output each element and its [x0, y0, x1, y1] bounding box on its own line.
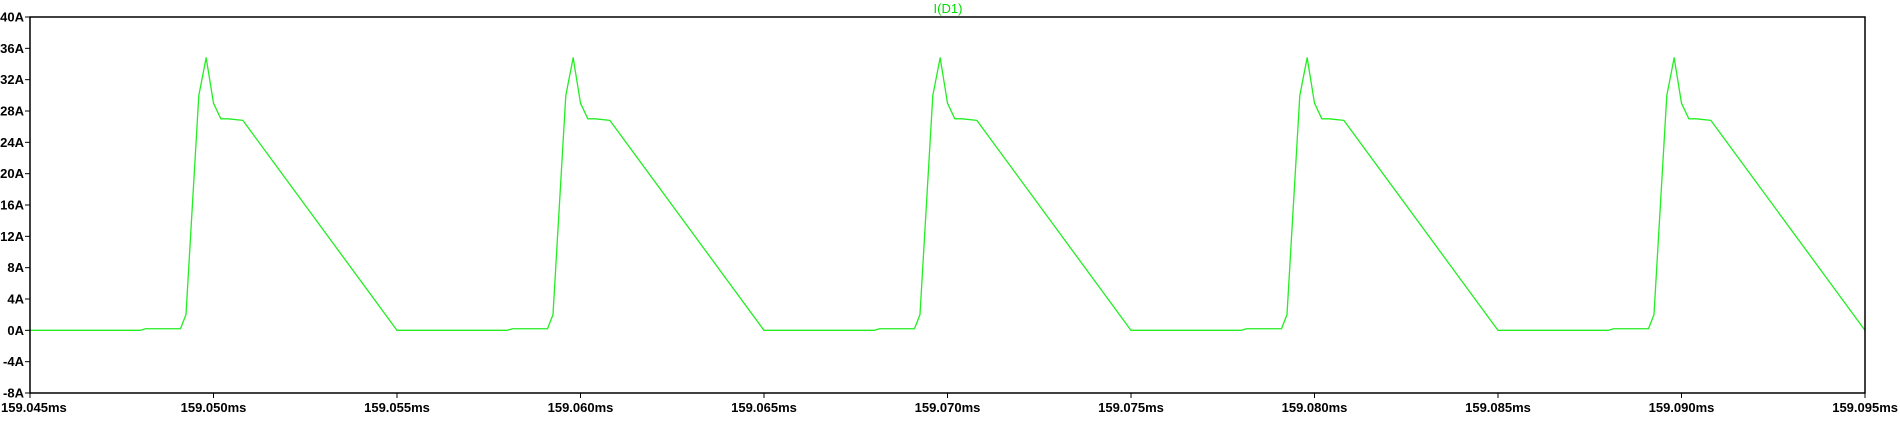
y-tick-label: -4A [3, 354, 25, 369]
x-tick-label: 159.070ms [915, 400, 981, 415]
series-line [30, 57, 1866, 331]
y-tick-label: 24A [0, 135, 24, 150]
x-axis: 159.045ms 159.050ms 159.055ms 159.060ms 159.… [1, 393, 1898, 415]
y-tick-label: 32A [0, 72, 24, 87]
chart-title: I(D1) [934, 1, 963, 16]
y-tick-label: 0A [7, 323, 24, 338]
y-tick-label: 20A [0, 166, 24, 181]
x-tick-label: 159.075ms [1098, 400, 1164, 415]
x-tick-label: 159.095ms [1832, 400, 1898, 415]
x-tick-label: 159.080ms [1282, 400, 1348, 415]
y-tick-label: -8A [3, 386, 25, 401]
x-tick-label: 159.050ms [181, 400, 247, 415]
y-tick-label: 16A [0, 198, 24, 213]
y-tick-label: 36A [0, 41, 24, 56]
y-tick-label: 12A [0, 229, 24, 244]
y-tick-label: 40A [0, 10, 24, 25]
series-layer [30, 57, 1866, 331]
x-tick-label: 159.055ms [364, 400, 430, 415]
x-tick-label: 159.045ms [1, 400, 67, 415]
x-tick-label: 159.065ms [731, 400, 797, 415]
x-tick-label: 159.085ms [1465, 400, 1531, 415]
x-tick-label: 159.060ms [548, 400, 614, 415]
y-axis: 40A 36A 32A 28A 24A 20A 16A 12A 8A 4A 0A -4A -8A [0, 10, 30, 401]
y-tick-label: 28A [0, 104, 24, 119]
y-tick-label: 8A [7, 260, 24, 275]
x-tick-label: 159.090ms [1649, 400, 1715, 415]
y-tick-label: 4A [7, 292, 24, 307]
plot-frame [29, 16, 1866, 394]
